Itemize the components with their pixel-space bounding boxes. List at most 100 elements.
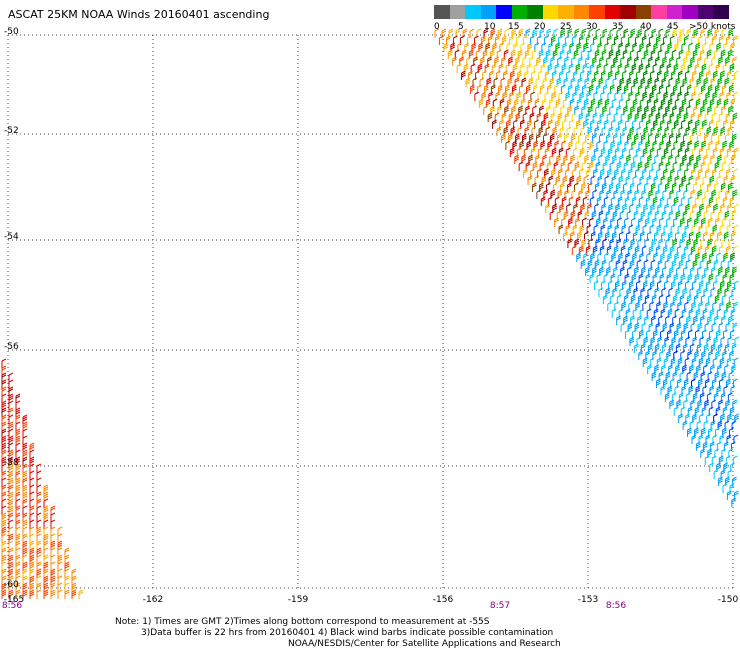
wind-barb [8,400,14,410]
wind-barb [662,322,668,332]
wind-barb [8,386,14,396]
wind-barb [1,470,7,480]
wind-barb [50,505,56,515]
wind-barb [695,98,701,108]
legend-label: 25 [560,22,572,32]
wind-barb [674,329,679,339]
wind-barb [708,196,714,206]
wind-barb [570,210,576,220]
wind-barb [713,70,718,80]
wind-barb [510,70,515,80]
wind-barb [50,512,56,522]
wind-barb [699,70,704,80]
wind-barb [552,49,558,59]
wind-barb [1,456,7,466]
wind-barb [15,400,21,410]
wind-barb [695,252,700,262]
wind-barb [699,203,704,213]
legend-label: 5 [458,22,464,32]
wind-speed-legend: 0 5 10 15 20 25 30 35 40 45 >50 knots [434,5,736,35]
wind-barb [638,350,644,360]
wind-barb [57,582,63,592]
wind-barb [631,273,637,283]
wind-barb [580,182,586,192]
wind-barb [525,84,531,94]
wind-barb [611,231,617,241]
wind-barb [630,238,636,248]
wind-barb [710,343,716,353]
wind-barb [8,540,14,550]
wind-barb [668,343,674,353]
wind-barb [687,273,693,283]
wind-barb [560,28,566,38]
wind-barb [502,91,508,101]
wind-barb [623,315,628,325]
wind-barb [563,210,569,220]
latitude-label: -50 [4,27,19,37]
wind-barb [15,526,21,536]
wind-barb [549,77,555,87]
wind-barb [538,182,544,192]
wind-barb [683,56,688,66]
wind-barb [510,126,516,136]
wind-barb [492,119,497,129]
wind-barb [637,161,643,171]
wind-barb [615,203,620,213]
wind-barb [723,231,729,241]
wind-barb [8,526,14,536]
wind-barb [508,56,513,66]
wind-barb [634,322,640,332]
wind-barb [36,526,42,536]
wind-barb [554,217,559,227]
wind-barb [8,484,14,494]
wind-barb [576,119,581,129]
wind-barb [642,147,648,157]
wind-barb [643,49,649,59]
wind-barb [685,203,690,213]
wind-barb [15,505,21,515]
wind-barb [22,554,28,564]
wind-barb [511,28,517,38]
wind-barb [663,147,669,157]
wind-barb [608,182,614,192]
longitude-label: -162 [142,595,164,605]
wind-barb [635,301,641,311]
wind-barb [8,477,14,487]
wind-barb [36,575,42,585]
wind-barb [538,49,544,59]
wind-barb [443,42,449,52]
wind-barb [505,140,511,150]
wind-barb [15,428,21,438]
wind-barb [727,49,733,59]
footnote-line-2: 3)Data buffer is 22 hrs from 20160401 4)… [141,628,554,638]
wind-barb [731,497,737,507]
wind-barb [655,112,661,122]
wind-barb [718,56,723,66]
wind-barb [651,105,656,115]
wind-barb [630,294,636,304]
measurement-time-label: 8:56 [605,601,627,611]
wind-barb [717,154,722,164]
wind-barb [726,490,732,500]
wind-barb [15,512,21,522]
wind-barb [701,140,707,150]
wind-barb [666,140,672,150]
wind-barb [615,182,621,192]
wind-barb [725,476,730,486]
legend-label: 20 [534,22,546,32]
wind-barb [720,182,726,192]
wind-barb [506,98,512,108]
wind-barb [15,491,21,501]
wind-barb [15,568,21,578]
wind-barb [686,315,691,325]
wind-barb [681,175,687,185]
wind-barb [517,70,522,80]
legend-swatch [589,5,605,19]
wind-barb [616,315,621,325]
legend-swatch [635,5,651,19]
wind-barb [36,505,42,515]
wind-barb [671,259,677,269]
wind-barb [558,224,564,234]
wind-barb [727,182,733,192]
wind-barb [660,98,666,108]
